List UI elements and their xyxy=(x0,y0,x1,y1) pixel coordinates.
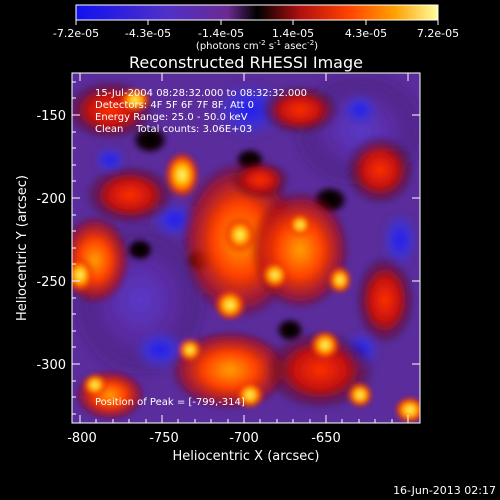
annotation-detectors: Detectors: 4F 5F 6F 7F 8F, Att 0 xyxy=(95,100,254,111)
x-tick-label: -750 xyxy=(149,431,179,446)
y-tick-label: -150 xyxy=(36,109,66,124)
colorbar-unit-label: (photons cm-2 s-1 asec-2) xyxy=(196,39,318,52)
y-axis-ticks xyxy=(72,81,420,415)
annotation-block: 15-Jul-2004 08:28:32.000 to 08:32:32.000… xyxy=(95,88,307,408)
y-axis-label: Heliocentric Y (arcsec) xyxy=(15,175,30,321)
footer-date: 16-Jun-2013 02:17 xyxy=(393,484,496,497)
x-axis-ticks xyxy=(79,73,409,423)
colorbar-tick-label: -4.3e-05 xyxy=(125,27,171,40)
colorbar-tick-label: 1.4e-05 xyxy=(272,27,314,40)
y-tick-label: -200 xyxy=(36,192,66,207)
y-tick-label: -300 xyxy=(36,358,66,373)
colorbar-tick-label: -7.2e-05 xyxy=(53,27,99,40)
colorbar-tick-label: 7.2e-05 xyxy=(417,27,459,40)
colorbar-tick-label: -1.4e-05 xyxy=(198,27,244,40)
x-tick-label: -650 xyxy=(311,431,341,446)
plot-title: Reconstructed RHESSI Image xyxy=(129,53,363,72)
colorbar-gradient xyxy=(75,4,439,21)
colorbar: -7.2e-05 -4.3e-05 -1.4e-05 1.4e-05 4.3e-… xyxy=(53,4,459,52)
x-tick-label: -700 xyxy=(229,431,259,446)
x-tick-label: -800 xyxy=(67,431,97,446)
rhessi-image xyxy=(72,73,420,423)
x-axis-label: Heliocentric X (arcsec) xyxy=(173,449,320,464)
colorbar-tick-label: 4.3e-05 xyxy=(345,27,387,40)
annotation-clean-counts: Clean Total counts: 3.06E+03 xyxy=(95,124,252,135)
annotation-energy-range: Energy Range: 25.0 - 50.0 keV xyxy=(95,112,248,123)
y-tick-label: -250 xyxy=(36,275,66,290)
annotation-time-range: 15-Jul-2004 08:28:32.000 to 08:32:32.000 xyxy=(95,88,307,99)
annotation-peak-position: Position of Peak = [-799,-314] xyxy=(95,397,245,408)
